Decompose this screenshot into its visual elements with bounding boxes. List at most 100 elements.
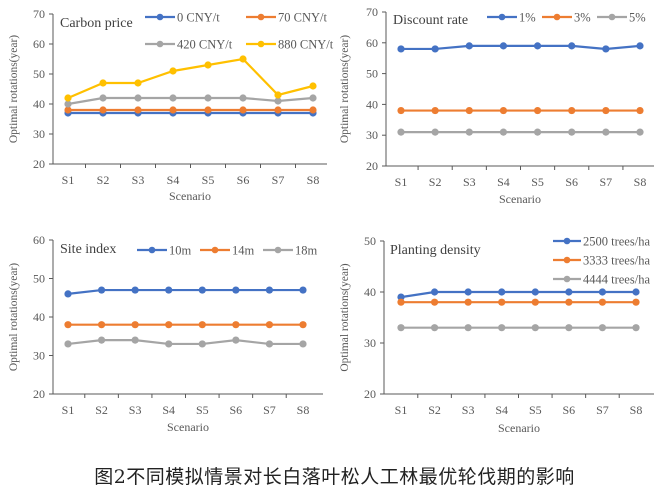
legend-item: 18m: [263, 244, 318, 258]
legend-label: 3%: [574, 11, 591, 25]
data-point: [430, 324, 439, 332]
data-point: [397, 298, 405, 306]
legend-label: 5%: [629, 11, 646, 25]
legend-item: 1%: [487, 11, 536, 25]
data-point: [431, 106, 439, 115]
series-line: [67, 288, 303, 295]
y-tick-label: 70: [366, 5, 378, 19]
x-tick-label: S2: [429, 175, 442, 189]
x-axis-label: Scenario: [498, 421, 540, 435]
legend-label: 0 CNY/t: [177, 11, 220, 25]
data-point: [169, 106, 177, 114]
data-point: [64, 100, 72, 108]
legend-marker: [257, 13, 265, 21]
data-point: [64, 94, 72, 102]
data-point: [531, 288, 539, 296]
legend-label: 1%: [519, 11, 536, 25]
x-tick-label: S3: [463, 175, 476, 189]
legend-marker: [563, 237, 571, 245]
legend: 0 CNY/t 70 CNY/t 420 CNY/t 880 CNY/t: [145, 11, 334, 52]
data-point: [265, 340, 274, 348]
data-point: [232, 286, 240, 294]
data-point: [204, 106, 212, 114]
chart-title: Planting density: [390, 243, 481, 258]
data-point: [602, 106, 610, 115]
data-point: [499, 106, 508, 115]
series-line: [400, 290, 636, 299]
data-point: [169, 94, 177, 102]
legend-item: 14m: [200, 244, 255, 258]
y-tick-label: 40: [33, 97, 45, 111]
data-point: [64, 321, 72, 329]
data-point: [565, 298, 573, 306]
legend-marker: [608, 13, 616, 21]
data-point: [309, 82, 317, 90]
legend-item: 880 CNY/t: [246, 38, 334, 52]
data-point: [499, 42, 508, 50]
x-tick-label: S1: [395, 403, 408, 417]
data-point: [165, 321, 173, 329]
data-point: [430, 298, 439, 306]
data-point: [239, 94, 247, 102]
y-axis-label: Optimal rotations(year): [339, 35, 351, 143]
y-tick-label: 20: [33, 157, 45, 171]
x-tick-label: S5: [529, 403, 542, 417]
legend-label: 4444 trees/ha: [583, 273, 650, 287]
legend-item: 4444 trees/ha: [553, 273, 650, 287]
data-point: [602, 45, 610, 53]
x-axis-label: Scenario: [499, 192, 541, 206]
x-axis-label: Scenario: [167, 420, 209, 434]
legend-item: 70 CNY/t: [246, 11, 327, 25]
data-point: [204, 61, 212, 69]
x-axis-label: Scenario: [169, 189, 211, 203]
data-point: [204, 94, 212, 102]
legend: 10m 14m 18m: [137, 244, 318, 258]
data-point: [531, 298, 539, 306]
chart-panel-site-index: 20 30 40 50 60 S1 S2 S3 S4 S5 S6 S7 S8 Scenario Optima…: [8, 233, 323, 434]
figure-caption: 图2不同模拟情景对长白落叶松人工林最优轮伐期的影响: [94, 466, 575, 488]
data-point: [636, 128, 644, 136]
data-point: [309, 106, 317, 114]
legend-label: 10m: [169, 244, 192, 258]
y-axis-label: Optimal rotations(year): [8, 35, 20, 143]
data-point: [232, 321, 240, 329]
y-tick-label: 40: [366, 97, 378, 111]
data-point: [97, 286, 106, 294]
chart-title: Carbon price: [60, 16, 133, 31]
legend-item: 2500 trees/ha: [553, 235, 650, 249]
data-point: [99, 106, 107, 114]
data-point: [533, 42, 542, 50]
y-tick-label: 40: [364, 285, 376, 299]
data-point: [397, 106, 405, 115]
series-line: [67, 57, 314, 100]
data-point: [498, 324, 506, 332]
data-point: [134, 94, 142, 102]
legend-item: 3333 trees/ha: [553, 254, 650, 268]
x-tick-label: S2: [95, 403, 108, 417]
chart-panel-carbon-price: 20 30 40 50 60 70 S1 S2 S3 S4 S5 S6 S7 S8 Scenario Opti…: [8, 7, 334, 203]
legend-label: 3333 trees/ha: [583, 254, 650, 268]
legend-marker: [156, 13, 164, 21]
series-line: [67, 96, 314, 106]
data-point: [397, 128, 405, 136]
data-point: [97, 336, 106, 344]
data-point: [598, 288, 607, 296]
data-point: [274, 106, 282, 114]
data-point: [198, 340, 206, 348]
x-tick-label: S7: [263, 403, 276, 417]
data-point: [265, 321, 274, 329]
data-point: [64, 290, 72, 298]
data-point: [632, 324, 640, 332]
legend-label: 880 CNY/t: [278, 38, 334, 52]
data-point: [431, 128, 439, 136]
y-tick-label: 30: [364, 336, 376, 350]
y-tick-label: 50: [364, 234, 376, 248]
x-tick-label: S4: [162, 403, 175, 417]
data-point: [464, 324, 472, 332]
data-point: [598, 324, 607, 332]
series-line: [67, 338, 303, 346]
data-point: [299, 286, 307, 294]
data-point: [397, 45, 405, 53]
data-point: [533, 106, 542, 115]
data-point: [64, 340, 72, 348]
